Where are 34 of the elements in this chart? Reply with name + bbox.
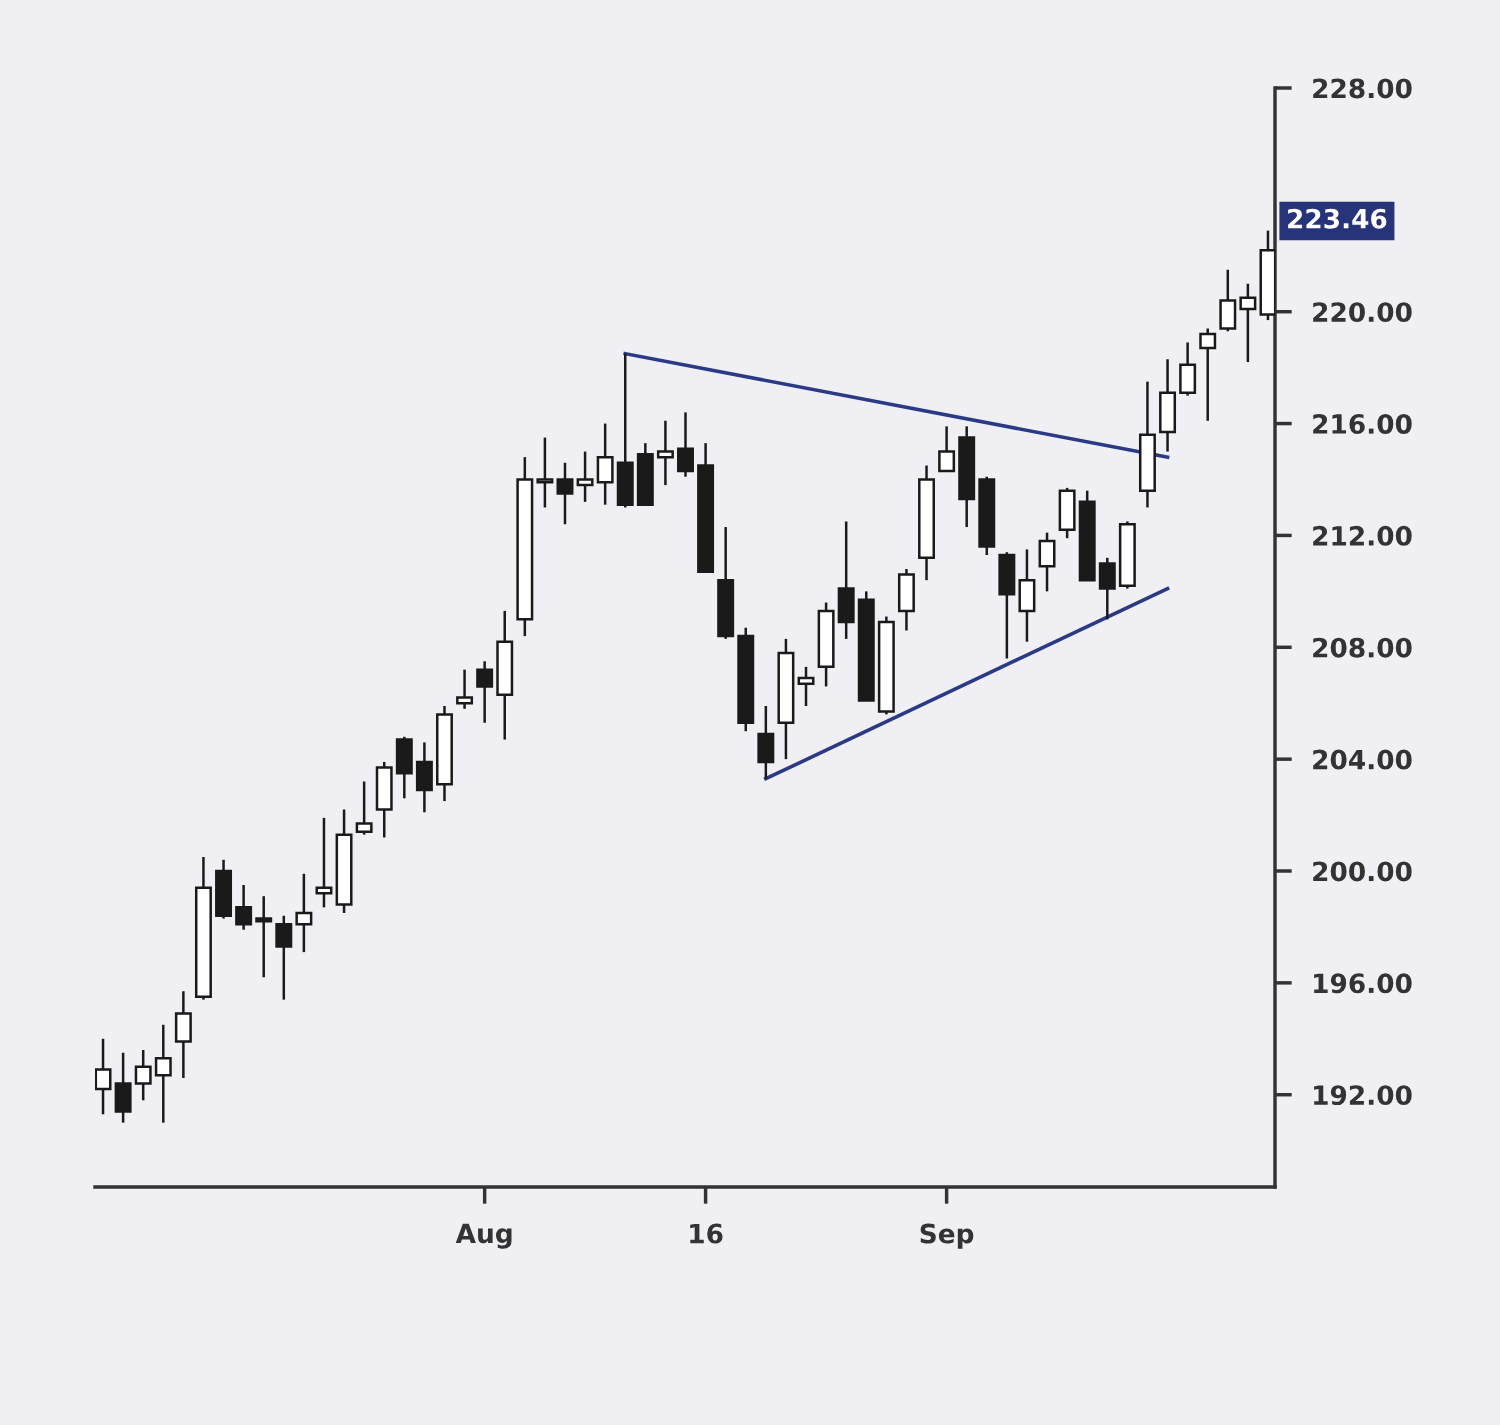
candlestick [295,872,313,954]
y-tick-label: 204.00 [1313,749,1412,770]
candlestick [436,704,453,803]
candlestick [1199,327,1217,423]
candlestick [496,609,514,741]
y-tick-label: 196.00 [1314,973,1412,994]
candlestick [918,464,935,582]
candlestick [174,990,192,1080]
candlestick [958,425,976,529]
y-tick-label: 192.00 [1314,1085,1412,1106]
y-tick-label: 208.00 [1313,637,1412,658]
y-tick-label: 212.00 [1313,525,1412,546]
candlestick [1018,548,1036,643]
x-tick-label: 16 [690,1223,723,1244]
candlestick [596,422,614,506]
x-tick-label: Sep [920,1223,974,1249]
candlestick [456,668,474,711]
y-tick-label: 228.00 [1313,78,1412,99]
y-tick-label: 216.00 [1313,414,1412,434]
candlestick [154,1023,172,1124]
candlestick [95,1037,112,1116]
x-tick-label: Aug [455,1223,512,1249]
text: 223.46 [1288,208,1387,229]
candlestick [415,741,433,814]
candlestick [1138,380,1156,509]
candlestick [656,419,674,487]
candlestick [1159,358,1177,453]
candlestick [476,660,494,725]
y-tick-label: 200.00 [1313,861,1412,882]
candlestick [255,894,273,979]
candlestick [536,436,554,509]
candlestick [677,411,694,478]
candlestick [235,883,253,931]
y-tick-label: 220.00 [1313,302,1412,323]
